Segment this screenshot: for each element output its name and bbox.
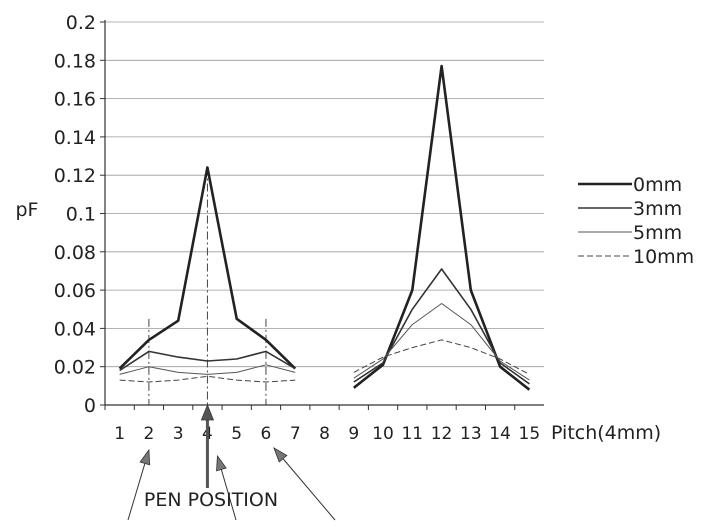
series-line-0mm — [352, 64, 531, 391]
legend-label: 0mm — [633, 174, 682, 196]
series-line-10mm — [119, 375, 296, 383]
legend-label: 3mm — [633, 198, 682, 220]
legend-label: 10mm — [633, 246, 694, 268]
x-tick-label: 8 — [319, 424, 330, 444]
series-line-3mm — [353, 268, 530, 385]
x-tick-label: 1 — [114, 424, 125, 444]
grid-lines — [100, 21, 544, 406]
x-tick-label: 12 — [431, 424, 453, 444]
x-tick-label: 5 — [231, 424, 242, 444]
y-tick-label: 0.04 — [54, 318, 96, 340]
x-axis-label: Pitch(4mm) — [551, 422, 661, 444]
y-tick-label: 0.18 — [54, 50, 96, 72]
y-axis-label: pF — [16, 199, 39, 221]
series-line-5mm — [353, 303, 530, 381]
x-tick-label: 7 — [290, 424, 301, 444]
x-tick-label: 10 — [372, 424, 394, 444]
y-tick-label: 0.16 — [54, 89, 96, 111]
y-tick-label: 0 — [84, 395, 96, 417]
pointer-arrow-line — [273, 447, 336, 521]
x-tick-label: 15 — [519, 424, 541, 444]
position-markers — [148, 167, 267, 405]
pointer-arrow-head — [216, 454, 227, 472]
x-tick-label: 13 — [460, 424, 482, 444]
y-tick-label: 0.14 — [54, 127, 96, 149]
legend-label: 5mm — [633, 222, 682, 244]
x-tick-label: 3 — [173, 424, 184, 444]
series-line-10mm — [353, 339, 530, 375]
x-tick-label: 6 — [261, 424, 272, 444]
y-tick-label: 0.12 — [54, 165, 96, 187]
pointer-arrow-head — [139, 448, 151, 466]
x-tick-labels: 123456789101112131415 — [104, 405, 541, 444]
y-tick-label: 0.08 — [54, 242, 96, 264]
y-tick-label: 0.06 — [54, 280, 96, 302]
y-tick-label: 0.2 — [66, 12, 96, 34]
x-tick-label: 9 — [348, 424, 359, 444]
pen-position-arrows — [127, 403, 336, 521]
y-tick-labels: 0 0.02 0.04 0.06 0.08 0.1 0.12 0.14 0.16 0.18 0.2 — [54, 12, 96, 417]
y-tick-label: 0.02 — [54, 357, 96, 379]
pen-position-label: PEN POSITION — [144, 489, 278, 511]
x-tick-label: 2 — [143, 424, 154, 444]
pen-position-arrow-head — [200, 403, 215, 421]
series-line-0mm — [118, 166, 297, 370]
x-tick-label: 14 — [489, 424, 511, 444]
x-tick-label: 11 — [401, 424, 423, 444]
y-tick-label: 0.1 — [66, 204, 96, 226]
pointer-arrow-head — [273, 447, 288, 463]
series-line-3mm — [119, 350, 296, 372]
series-lines — [118, 64, 531, 391]
series-line-5mm — [119, 364, 296, 375]
